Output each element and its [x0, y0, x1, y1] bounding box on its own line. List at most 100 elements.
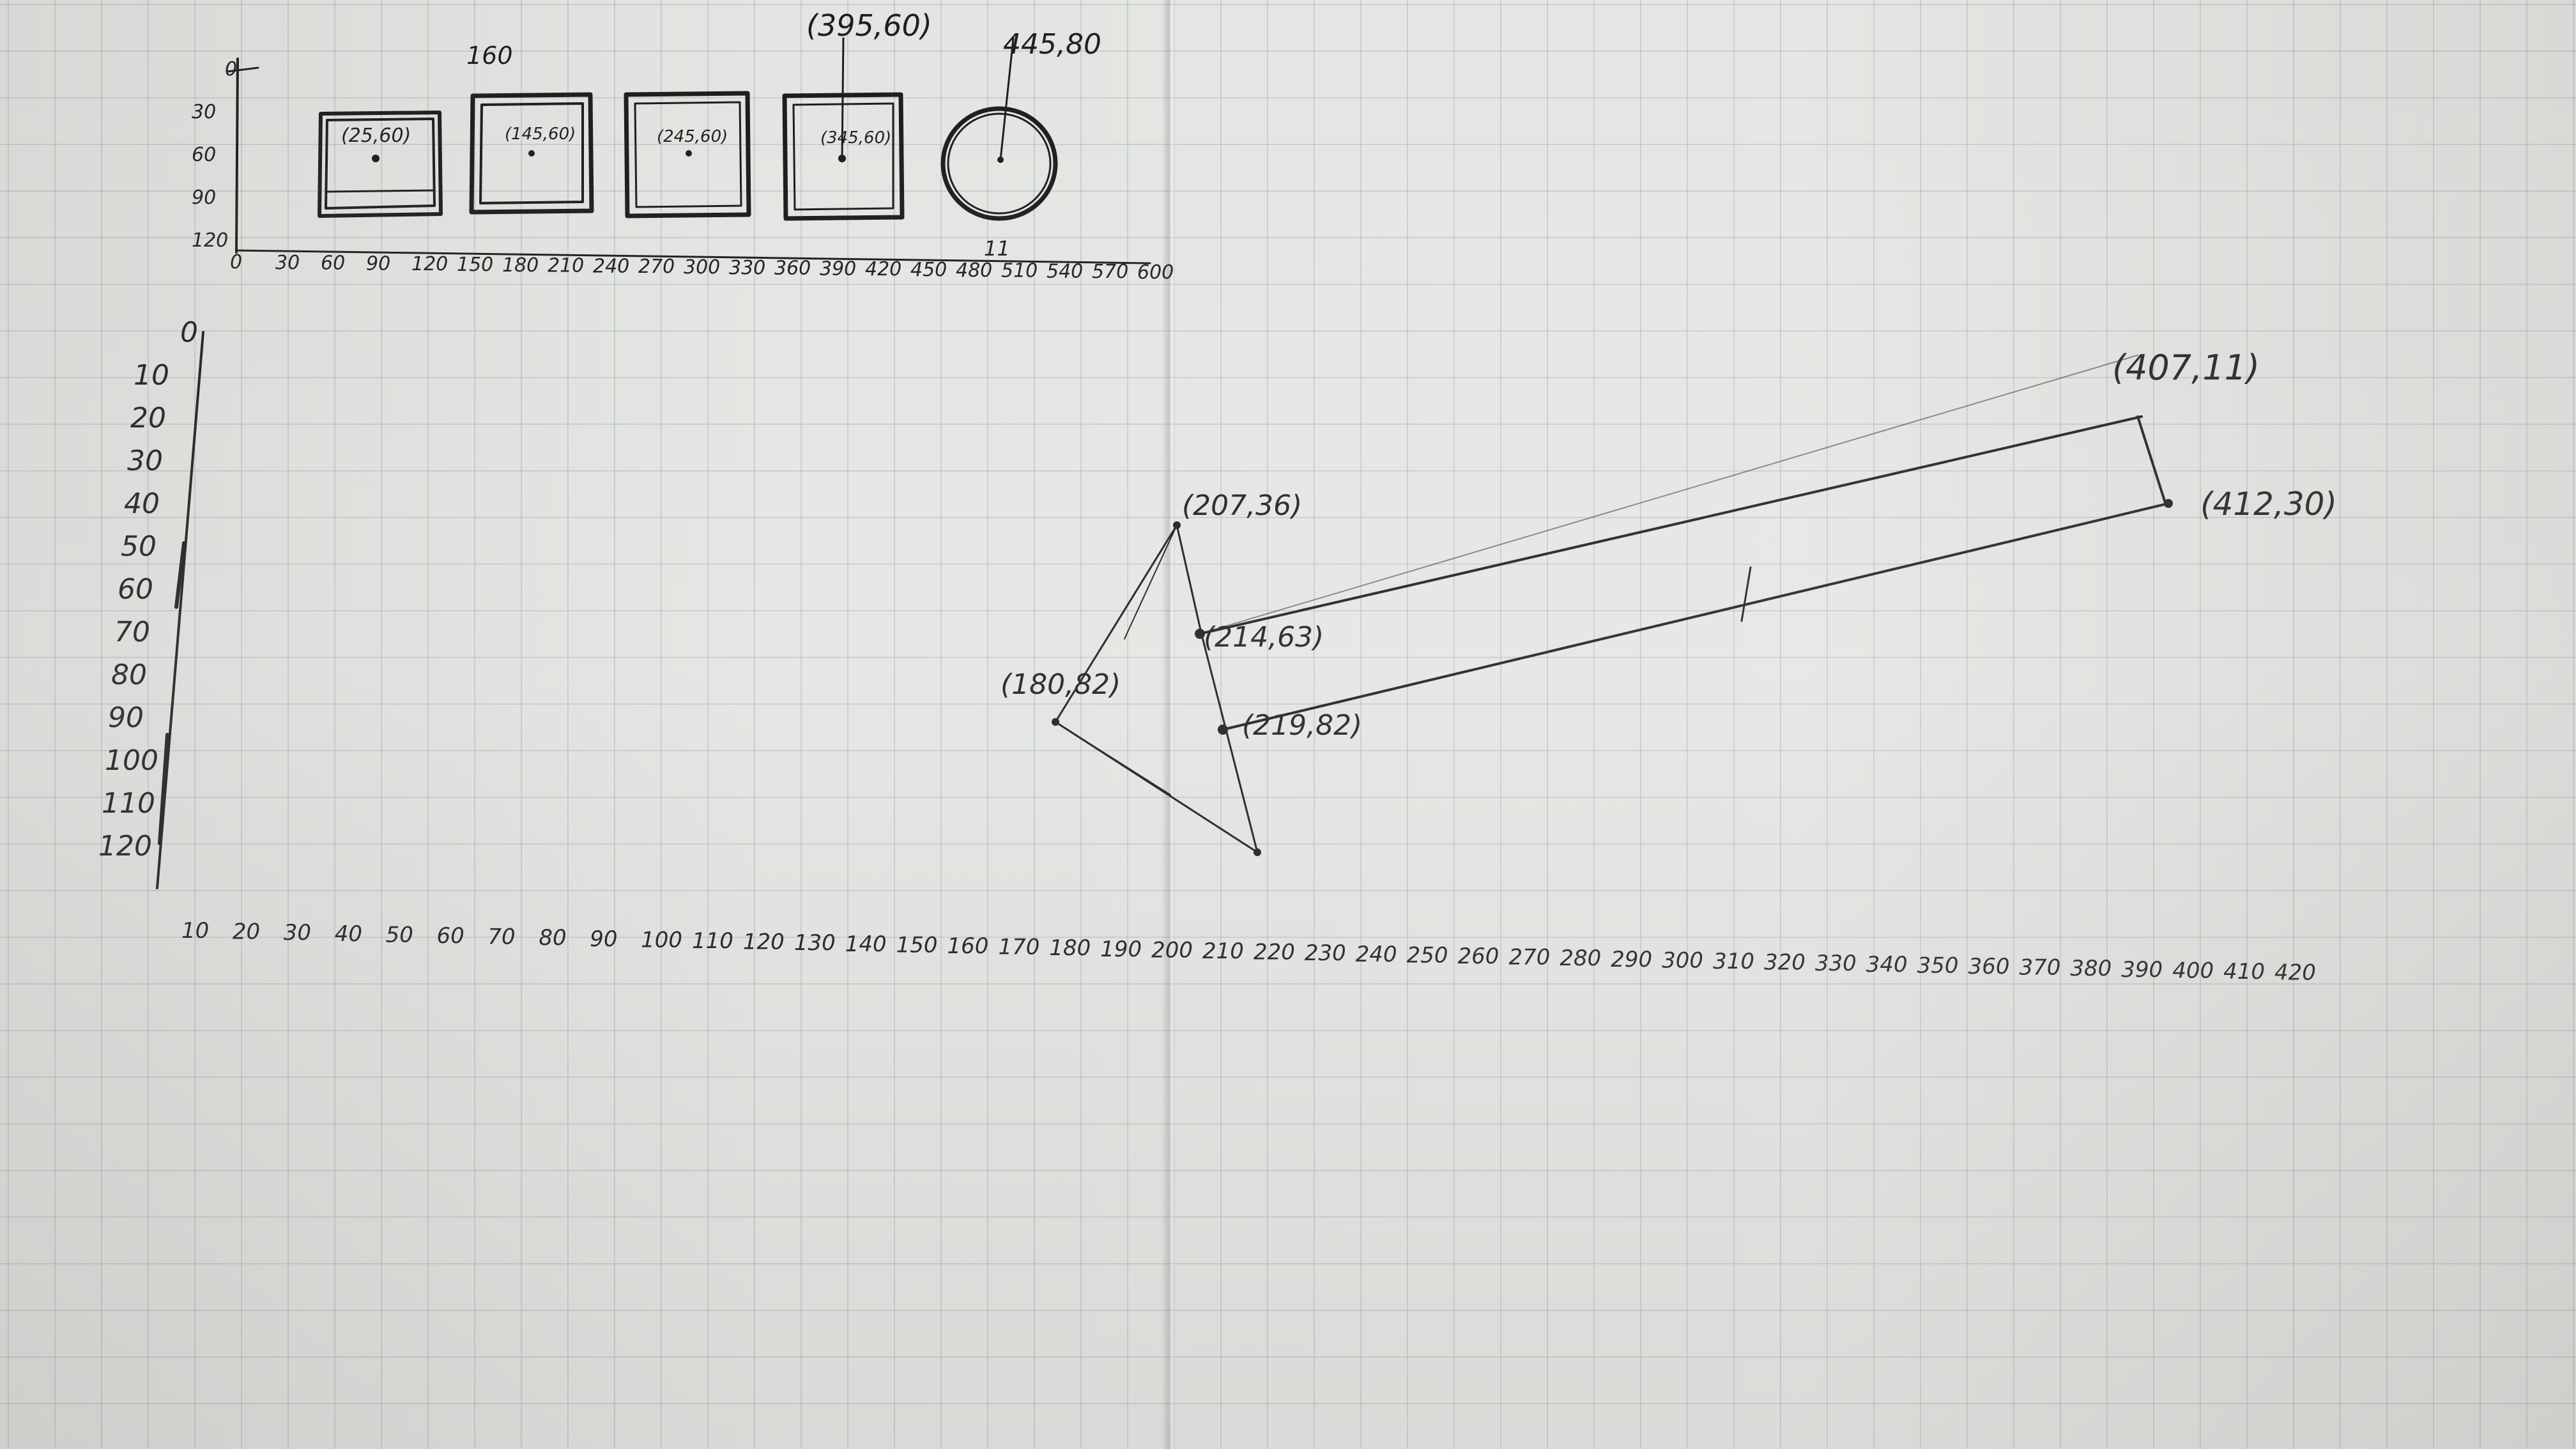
square-label: (25,60)	[341, 125, 411, 147]
tick-label: 450	[910, 259, 947, 281]
tick-label: 330	[1815, 951, 1857, 976]
tick-label: 100	[641, 927, 682, 953]
tick-label: 390	[820, 257, 856, 280]
tick-label: 170	[998, 935, 1039, 960]
tick-label: 210	[1202, 939, 1244, 964]
tick-label: 340	[1866, 952, 1908, 977]
point-label: (207,36)	[1182, 489, 1302, 522]
tick-label: 320	[1764, 950, 1805, 976]
annotation-circle-point: 445,80	[1003, 28, 1101, 61]
top-x-axis	[236, 249, 1151, 264]
lower-edge-line	[1222, 502, 2170, 731]
tick-label: 270	[638, 256, 675, 278]
tick-label: 90	[590, 926, 617, 952]
square-center-dot	[686, 150, 692, 157]
tick-label: 90	[366, 252, 390, 275]
bottom-x-tick-labels: 10 20 30 40 50 60 70 80 90 100 110 120 130 140 150 160 1…	[181, 918, 2316, 986]
point-dot	[2164, 499, 2173, 508]
bottom-y-tick-labels: 0 10 20 30 40 50 60 70 80 90 100 110 120	[98, 316, 198, 862]
tick-label: 140	[845, 931, 887, 957]
tick-label: 150	[896, 932, 938, 958]
tick-label: 400	[2172, 958, 2214, 983]
tick-label: 110	[692, 928, 733, 954]
circle-shape	[940, 37, 1058, 221]
tick-label: 10	[181, 918, 209, 944]
tick-label: 80	[111, 659, 147, 691]
point-label: (180,82)	[1000, 668, 1121, 701]
tick-label: 390	[2121, 957, 2163, 983]
tick-label: 150	[457, 254, 493, 276]
point-label: (407,11)	[2112, 348, 2260, 388]
tick-label: 0	[230, 251, 242, 273]
tick-label: 110	[102, 787, 155, 820]
tick-label: 420	[2274, 960, 2316, 986]
tick-label: 50	[121, 530, 157, 563]
point-label: (214,63)	[1204, 621, 1324, 654]
annotation-tick-mark: 11	[984, 236, 1010, 261]
tick-label: 160	[947, 933, 989, 959]
square-shape-1: (25,60)	[318, 111, 443, 218]
tick-label: 130	[794, 930, 836, 956]
tick-label: 0	[180, 316, 198, 349]
tick-label: 100	[105, 744, 158, 777]
tick-label: 330	[729, 257, 765, 279]
tick-label: 410	[2223, 959, 2265, 985]
tick-label: 120	[192, 229, 228, 252]
square-shape-3: (245,60)	[624, 91, 751, 218]
leader-line	[841, 37, 845, 161]
tick-label: 60	[192, 144, 216, 166]
tick-label: 600	[1137, 261, 1174, 284]
point-dot	[1173, 521, 1181, 529]
tick-label: 290	[1611, 947, 1652, 972]
tick-label: 0	[225, 58, 237, 80]
upper-edge-line	[1199, 415, 2143, 635]
top-y-axis	[235, 57, 239, 254]
tick-label: 120	[98, 830, 152, 862]
tick-label: 240	[1356, 942, 1397, 967]
tick-label: 20	[233, 919, 260, 945]
tick-label: 50	[386, 922, 413, 947]
tick-label: 280	[1560, 946, 1601, 971]
tick-label: 180	[1049, 935, 1091, 961]
point-dot	[1195, 629, 1205, 639]
tick-label: 120	[411, 253, 448, 275]
square-center-dot	[372, 155, 379, 162]
point-dot	[1052, 718, 1059, 726]
tick-label: 10	[134, 359, 169, 392]
tick-label: 480	[956, 259, 992, 282]
bottom-sketch: 0 10 20 30 40 50 60 70 80 90 100 110 120 10 20 30 40 50 6…	[98, 316, 2337, 986]
tick-label: 40	[335, 921, 362, 947]
square-center-dot	[528, 150, 535, 157]
tick-label: 360	[1968, 954, 2010, 979]
tick-label: 20	[130, 402, 166, 434]
tick-label: 360	[774, 257, 811, 280]
bottom-y-axis-mark	[174, 541, 186, 609]
tick-label: 230	[1305, 940, 1346, 966]
tick-label: 120	[743, 930, 785, 955]
tick-label: 90	[192, 187, 216, 209]
point-dot	[1254, 848, 1261, 856]
long-bar-shape	[1199, 355, 2170, 731]
tick-label: 70	[114, 616, 150, 648]
tick-label: 380	[2070, 956, 2112, 981]
annotation-160: 160	[466, 42, 513, 70]
tick-label: 270	[1508, 945, 1550, 970]
tick-label: 30	[192, 101, 216, 123]
tick-label: 240	[593, 255, 629, 277]
square-label: (145,60)	[505, 125, 576, 144]
bottom-y-axis-mark	[158, 733, 169, 845]
leader-line	[999, 37, 1015, 161]
tick-label: 420	[865, 258, 901, 280]
tick-label: 570	[1092, 261, 1128, 283]
top-y-axis-cap	[226, 66, 259, 73]
tick-label: 190	[1100, 937, 1142, 962]
top-x-tick-labels: 0 30 60 90 120 150 180 210 240 270 300 330 360 390 420…	[230, 251, 1174, 284]
faint-guide-line	[1199, 355, 2138, 634]
annotation-top-point: (395,60)	[806, 8, 932, 43]
tick-label: 60	[437, 923, 464, 949]
square-shape-4: (345,60)	[782, 37, 905, 221]
square-label: (345,60)	[820, 128, 891, 148]
tick-label: 210	[548, 255, 584, 277]
tick-label: 30	[284, 920, 311, 946]
